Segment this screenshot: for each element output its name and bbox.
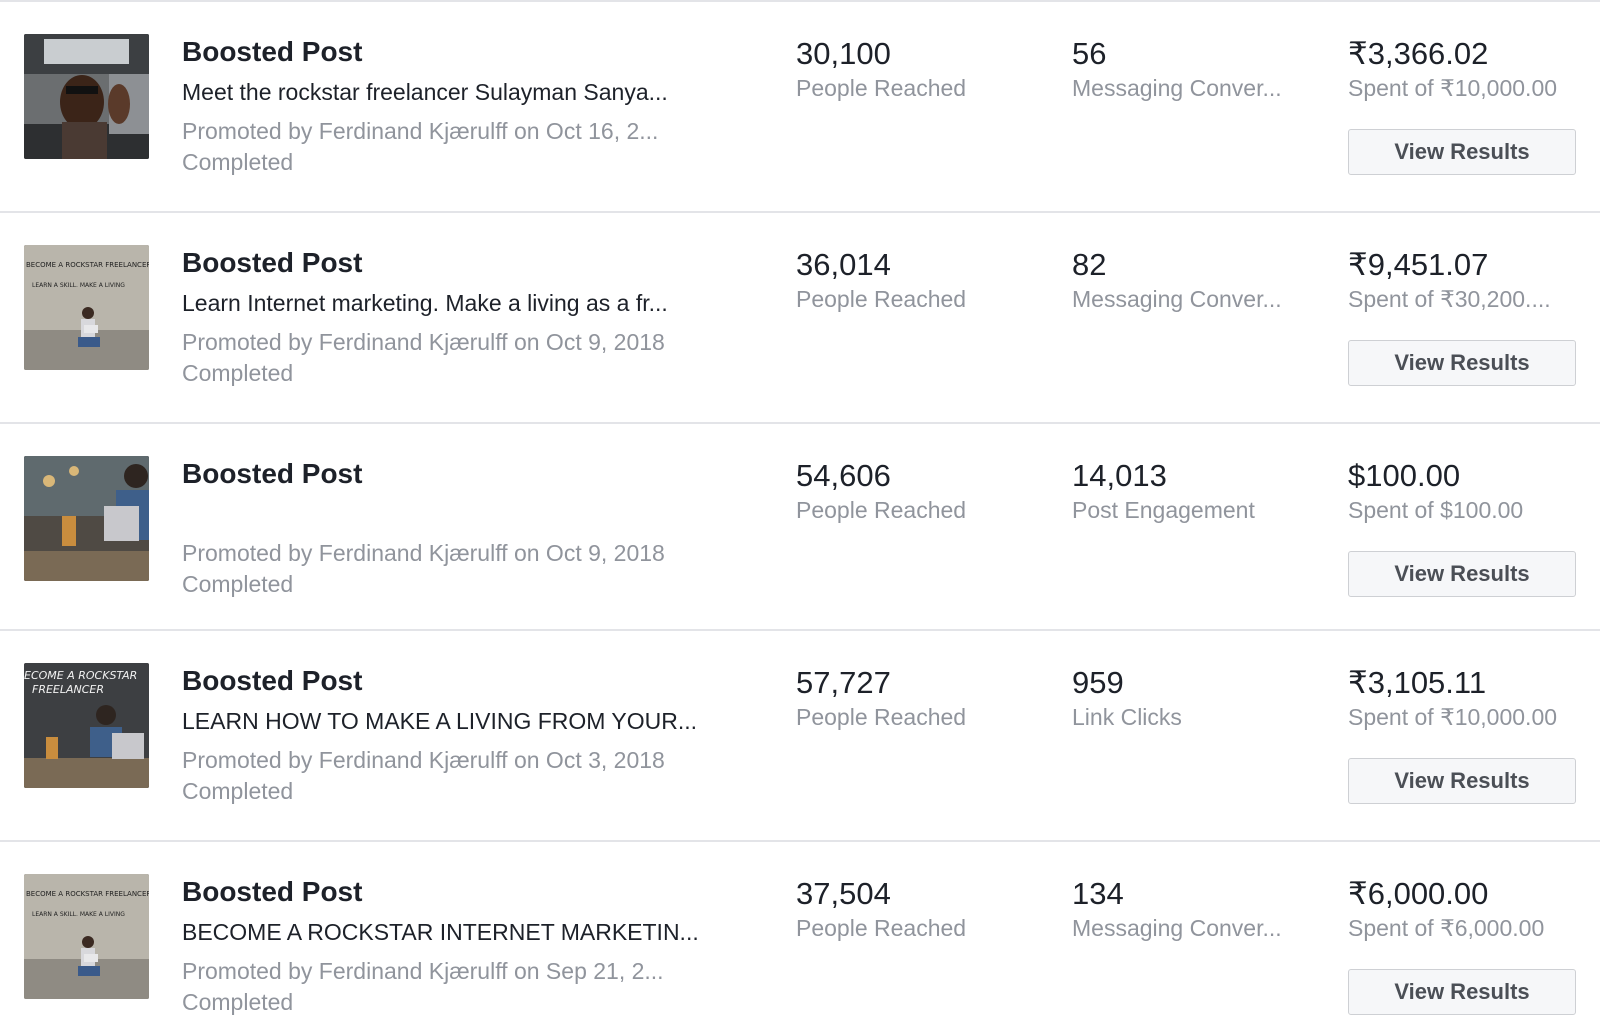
people-reached-label: People Reached xyxy=(796,286,967,312)
post-type-title: Boosted Post xyxy=(182,876,363,907)
post-status: Completed xyxy=(182,360,294,386)
poster-line1-text: BECOME A ROCKSTAR FREELANCER xyxy=(26,890,149,898)
result-label: Messaging Conver... xyxy=(1072,75,1282,101)
result-label: Link Clicks xyxy=(1072,704,1182,730)
post-type-title: Boosted Post xyxy=(182,665,363,696)
people-reached-label: People Reached xyxy=(796,915,967,941)
result-value: 56 xyxy=(1072,36,1107,71)
budget-label: Spent of ₹6,000.00 xyxy=(1348,915,1545,941)
view-results-button[interactable]: View Results xyxy=(1348,340,1576,386)
post-status: Completed xyxy=(182,778,294,804)
budget-label: Spent of ₹10,000.00 xyxy=(1348,75,1558,101)
amount-spent-value: ₹3,105.11 xyxy=(1348,665,1487,700)
people-reached-label: People Reached xyxy=(796,704,967,730)
people-reached-value: 30,100 xyxy=(796,36,891,71)
post-thumbnail-poster[interactable]: BECOME A ROCKSTAR FREELANCER LEARN A SKI… xyxy=(24,874,149,999)
people-reached-value: 37,504 xyxy=(796,876,891,911)
view-results-button[interactable]: View Results xyxy=(1348,551,1576,597)
people-reached-value: 36,014 xyxy=(796,247,891,282)
budget-label: Spent of ₹30,200.... xyxy=(1348,286,1551,312)
post-thumbnail-car-selfie[interactable] xyxy=(24,34,149,159)
post-type-title: Boosted Post xyxy=(182,458,363,489)
post-status: Completed xyxy=(182,571,294,597)
poster-line2-text: LEARN A SKILL. MAKE A LIVING xyxy=(32,911,125,918)
post-promoted-by: Promoted by Ferdinand Kjærulff on Oct 9,… xyxy=(182,329,665,355)
budget-label: Spent of ₹10,000.00 xyxy=(1348,704,1558,730)
post-promoted-by: Promoted by Ferdinand Kjærulff on Oct 3,… xyxy=(182,747,665,773)
view-results-button[interactable]: View Results xyxy=(1348,129,1576,175)
amount-spent-value: ₹3,366.02 xyxy=(1348,36,1489,71)
amount-spent-value: ₹9,451.07 xyxy=(1348,247,1489,282)
post-thumbnail-rockstar-freelancer[interactable]: ECOME A ROCKSTAR FREELANCER xyxy=(24,663,149,788)
result-value: 134 xyxy=(1072,876,1124,911)
result-value: 959 xyxy=(1072,665,1124,700)
thumbnail-overlay-line1: ECOME A ROCKSTAR xyxy=(24,669,137,682)
post-description: Learn Internet marketing. Make a living … xyxy=(182,290,668,316)
amount-spent-value: ₹6,000.00 xyxy=(1348,876,1489,911)
result-label: Messaging Conver... xyxy=(1072,286,1282,312)
post-status: Completed xyxy=(182,149,294,175)
people-reached-label: People Reached xyxy=(796,75,967,101)
poster-line1-text: BECOME A ROCKSTAR FREELANCER xyxy=(26,261,149,269)
post-type-title: Boosted Post xyxy=(182,247,363,278)
people-reached-label: People Reached xyxy=(796,497,967,523)
boosted-post-row: Boosted Post Meet the rockstar freelance… xyxy=(0,0,1600,211)
people-reached-value: 57,727 xyxy=(796,665,891,700)
boosted-post-row: Boosted Post Promoted by Ferdinand Kjæru… xyxy=(0,422,1600,629)
result-value: 14,013 xyxy=(1072,458,1167,493)
post-promoted-by: Promoted by Ferdinand Kjærulff on Sep 21… xyxy=(182,958,664,984)
boosted-post-row: BECOME A ROCKSTAR FREELANCER LEARN A SKI… xyxy=(0,840,1600,1023)
post-description: Meet the rockstar freelancer Sulayman Sa… xyxy=(182,79,668,105)
budget-label: Spent of $100.00 xyxy=(1348,497,1524,523)
post-promoted-by: Promoted by Ferdinand Kjærulff on Oct 9,… xyxy=(182,540,665,566)
post-thumbnail-cafe-laptop[interactable] xyxy=(24,456,149,581)
post-promoted-by: Promoted by Ferdinand Kjærulff on Oct 16… xyxy=(182,118,659,144)
post-description: LEARN HOW TO MAKE A LIVING FROM YOUR... xyxy=(182,708,698,734)
result-label: Post Engagement xyxy=(1072,497,1255,523)
poster-line2-text: LEARN A SKILL. MAKE A LIVING xyxy=(32,282,125,289)
view-results-button[interactable]: View Results xyxy=(1348,758,1576,804)
result-label: Messaging Conver... xyxy=(1072,915,1282,941)
post-thumbnail-poster[interactable]: BECOME A ROCKSTAR FREELANCER LEARN A SKI… xyxy=(24,245,149,370)
result-value: 82 xyxy=(1072,247,1107,282)
boosted-post-row: BECOME A ROCKSTAR FREELANCER LEARN A SKI… xyxy=(0,211,1600,422)
thumbnail-overlay-line2: FREELANCER xyxy=(32,683,104,696)
amount-spent-value: $100.00 xyxy=(1348,458,1461,493)
post-status: Completed xyxy=(182,989,294,1015)
boosted-post-row: ECOME A ROCKSTAR FREELANCER Boosted Post… xyxy=(0,629,1600,840)
post-type-title: Boosted Post xyxy=(182,36,363,67)
post-description: BECOME A ROCKSTAR INTERNET MARKETIN... xyxy=(182,919,699,945)
view-results-button[interactable]: View Results xyxy=(1348,969,1576,1015)
people-reached-value: 54,606 xyxy=(796,458,891,493)
